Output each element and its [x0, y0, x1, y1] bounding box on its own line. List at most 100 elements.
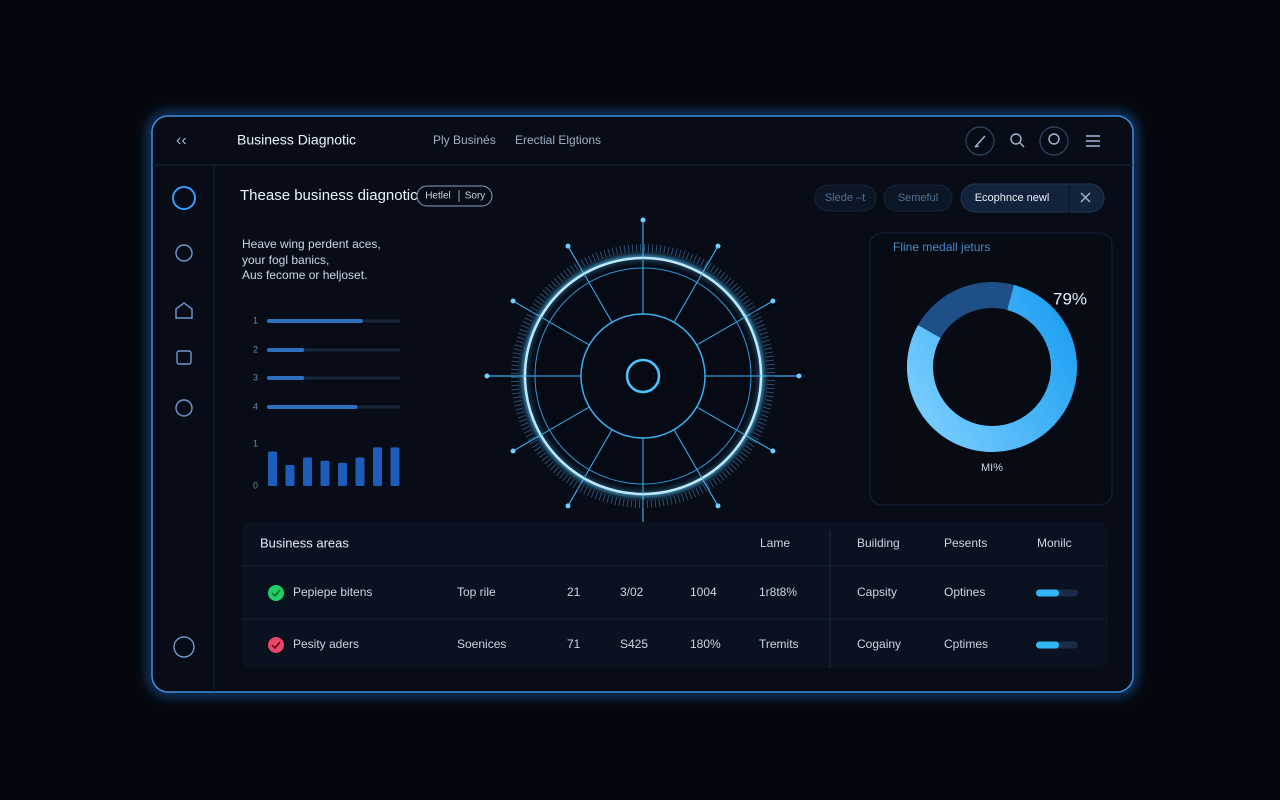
- progress-label: 1: [253, 315, 258, 325]
- radar-inner-spoke: [540, 406, 590, 436]
- table-cell: Top rile: [457, 585, 496, 599]
- table-cell: Capsity: [857, 585, 897, 599]
- sidebar: [172, 186, 196, 658]
- nav-tab[interactable]: Ply Businés: [433, 133, 496, 147]
- table-header: Business areas: [260, 535, 349, 550]
- sidebar-clock[interactable]: [175, 244, 193, 262]
- table-cell: Soenices: [457, 637, 506, 651]
- intro-line: Aus fecome or heljoset.: [242, 268, 367, 282]
- edit-button[interactable]: [965, 126, 995, 156]
- tag[interactable]: Hetlel: [425, 191, 451, 202]
- column-bar: [303, 457, 312, 486]
- radar-inner-spoke: [583, 429, 613, 479]
- radar-node: [565, 243, 571, 249]
- column-bar: [338, 462, 347, 486]
- table-cell: S425: [620, 637, 648, 651]
- button-primary[interactable]: [960, 183, 1105, 213]
- table-cell: Cogainy: [857, 637, 901, 651]
- edit-icon: [974, 135, 986, 148]
- search-icon: [1019, 142, 1025, 148]
- nav-title: Business Diagnotic: [237, 132, 356, 148]
- table-header: Monilc: [1037, 536, 1072, 550]
- intro-line: Heave wing perdent aces,: [242, 237, 381, 251]
- progress-bar: [267, 319, 363, 323]
- table-cell: Tremits: [759, 637, 799, 651]
- table-header: Lame: [760, 536, 790, 550]
- sidebar-settings[interactable]: [175, 399, 193, 417]
- table-cell: 1004: [690, 585, 717, 599]
- y-tick-label: 0: [253, 480, 258, 490]
- user-button[interactable]: [1039, 126, 1069, 156]
- close-button[interactable]: [1080, 192, 1091, 203]
- button[interactable]: [814, 184, 877, 212]
- radar-center: [625, 358, 661, 394]
- button[interactable]: [883, 184, 953, 212]
- radar-ticks: [511, 244, 775, 508]
- sidebar-home[interactable]: [175, 302, 193, 319]
- sidebar-power[interactable]: [173, 636, 195, 658]
- progress-track: [267, 376, 400, 380]
- nav-tab[interactable]: Erectial Elgtions: [515, 133, 601, 147]
- table-card: [241, 522, 1108, 668]
- radar-inner-spoke: [673, 429, 703, 479]
- table-cell: 180%: [690, 637, 721, 651]
- radar-inner-spoke: [696, 406, 746, 436]
- sidebar-docs[interactable]: [176, 350, 192, 365]
- progress-bar: [267, 405, 358, 409]
- table-header: Building: [857, 536, 900, 550]
- radar-graphic: [484, 217, 802, 535]
- page-title: Thease business diagnotic: [240, 187, 418, 204]
- user-icon: [1048, 133, 1060, 145]
- donut-title: Fline medall jeturs: [893, 240, 990, 254]
- y-tick-label: 1: [253, 438, 258, 448]
- radar-inner-spoke: [583, 273, 613, 323]
- table-cell: Optines: [944, 585, 985, 599]
- back-button[interactable]: ‹‹: [176, 132, 187, 149]
- column-bar: [355, 457, 365, 486]
- status-alert-check: [271, 641, 281, 650]
- radar-node: [715, 243, 721, 249]
- column-bar: [320, 460, 330, 486]
- column-bar: [373, 447, 382, 486]
- radar-node: [770, 448, 776, 454]
- table-cell: 71: [567, 637, 581, 651]
- radar-node: [484, 373, 490, 379]
- progress-track: [267, 348, 400, 352]
- column-bar: [390, 447, 400, 486]
- table-cell: Pesity aders: [293, 637, 359, 651]
- radar-node: [770, 298, 776, 304]
- radar-node: [640, 217, 646, 223]
- progress-bar: [267, 376, 305, 380]
- tag-pill: [416, 185, 493, 207]
- progress-label: 4: [253, 401, 258, 411]
- table-cell: 1r8t8%: [759, 585, 797, 599]
- progress-bar: [267, 348, 305, 352]
- table-cell: 21: [567, 585, 581, 599]
- table-header: Pesents: [944, 536, 987, 550]
- search-button[interactable]: [1010, 133, 1022, 145]
- status-ok: [268, 585, 284, 601]
- radar-node: [510, 298, 516, 304]
- radar-node: [565, 503, 571, 509]
- donut-caption: MI%: [981, 462, 1003, 474]
- donut-value-label: 79%: [1053, 289, 1087, 308]
- table-cell: 3/02: [620, 585, 644, 599]
- column-bar: [268, 451, 277, 486]
- button-label: Semeful: [898, 192, 938, 204]
- button-label: Ecophnce newl: [975, 192, 1050, 204]
- menu-button[interactable]: [1086, 135, 1100, 147]
- radar-inner-spoke: [673, 273, 703, 323]
- tag[interactable]: Sory: [465, 191, 486, 202]
- radar-node: [510, 448, 516, 454]
- status-ok-check: [271, 589, 281, 598]
- table-cell: Cptimes: [944, 637, 988, 651]
- meter-bar: [1036, 589, 1060, 597]
- intro-line: your fogl banics,: [242, 253, 329, 267]
- donut-card: [869, 232, 1113, 506]
- radar-inner-spoke: [540, 316, 590, 346]
- sidebar-logo[interactable]: [172, 186, 196, 210]
- progress-label: 3: [253, 372, 258, 382]
- status-alert: [268, 637, 284, 653]
- progress-label: 2: [253, 344, 258, 354]
